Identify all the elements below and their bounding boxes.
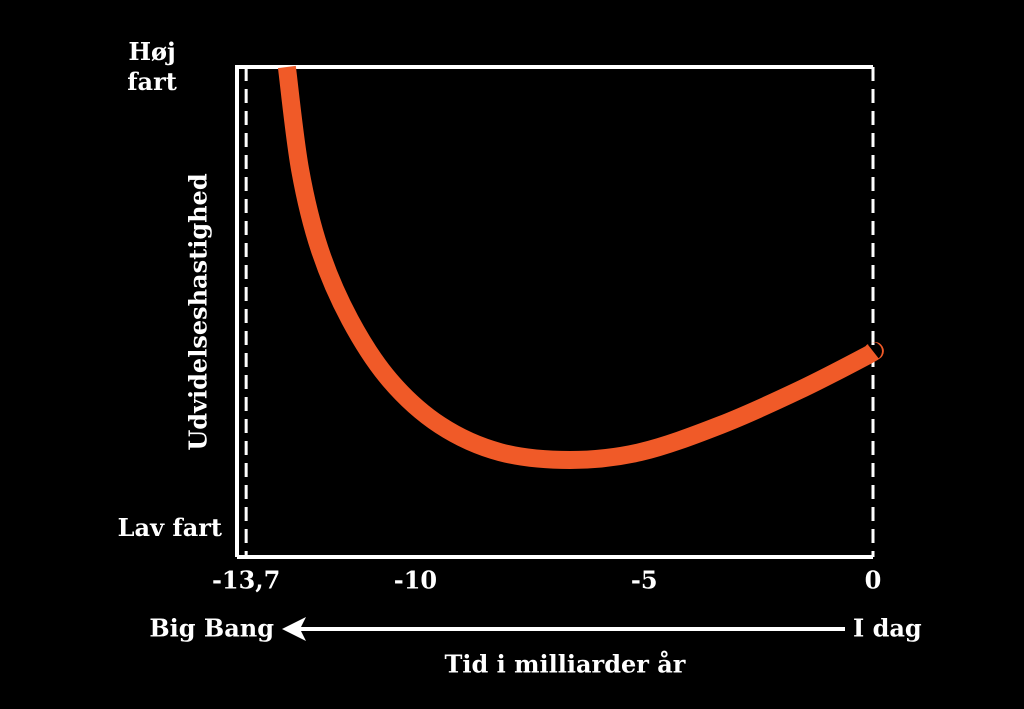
x-tick-label: -10 [394, 566, 437, 595]
arrow-head [282, 617, 306, 641]
y-axis-label: Udvidelseshastighed [184, 173, 213, 450]
annotation: I dag [853, 614, 922, 643]
y-tick-label: Høj fart [127, 37, 177, 96]
frame [235, 65, 873, 559]
annotation: Big Bang [149, 614, 274, 643]
x-tick-label: 0 [865, 566, 882, 595]
x-tick-label: -13,7 [212, 566, 280, 595]
y-tick-label: Lav fart [117, 512, 222, 542]
line [277, 65, 884, 469]
x-tick-label: -5 [631, 566, 658, 595]
x-axis-label: Tid i milliarder år [445, 650, 686, 679]
